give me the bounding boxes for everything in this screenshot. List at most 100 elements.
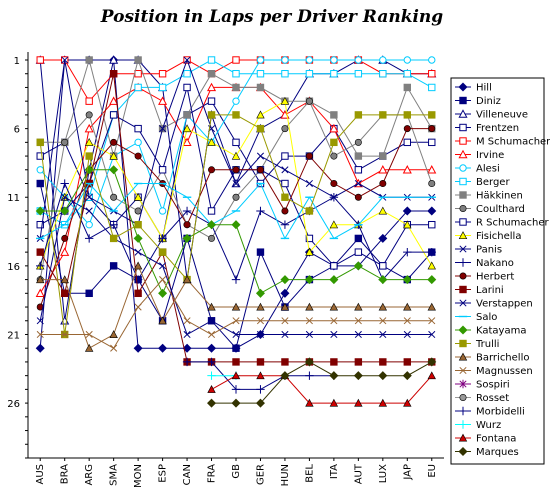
legend-item: Hill bbox=[455, 82, 492, 94]
legend-label: Marques bbox=[476, 447, 519, 458]
data-point bbox=[305, 330, 313, 339]
data-point bbox=[183, 330, 191, 339]
legend-marker bbox=[459, 191, 467, 199]
data-point bbox=[281, 166, 289, 174]
data-point bbox=[354, 138, 362, 146]
data-point bbox=[110, 138, 118, 146]
data-point bbox=[280, 275, 290, 285]
legend-label: Frentzen bbox=[476, 123, 519, 134]
legend-label: Salo bbox=[476, 312, 497, 323]
data-point bbox=[35, 288, 45, 298]
data-point bbox=[84, 165, 94, 175]
data-point bbox=[354, 330, 362, 339]
data-point bbox=[36, 138, 44, 147]
series-trulli bbox=[36, 111, 436, 339]
data-point bbox=[354, 179, 362, 188]
data-point bbox=[134, 248, 142, 256]
data-point bbox=[428, 330, 436, 339]
data-point bbox=[207, 385, 216, 393]
legend-item: Fisichella bbox=[455, 231, 521, 242]
data-point bbox=[354, 166, 363, 174]
data-point bbox=[402, 206, 412, 216]
data-point bbox=[403, 302, 412, 311]
legend-item: R Schumacher bbox=[455, 218, 550, 229]
data-point bbox=[84, 123, 94, 133]
data-point bbox=[256, 302, 265, 311]
legend-item: Magnussen bbox=[455, 366, 533, 377]
data-point bbox=[231, 385, 241, 394]
legend-marker bbox=[459, 205, 467, 213]
legend-marker bbox=[459, 366, 467, 375]
data-point bbox=[305, 152, 313, 160]
data-point bbox=[158, 96, 168, 105]
data-point bbox=[281, 179, 289, 188]
legend-label: Alesi bbox=[476, 164, 500, 175]
series-line bbox=[40, 59, 432, 103]
series-coulthard bbox=[36, 97, 436, 284]
data-point bbox=[182, 275, 192, 284]
data-point bbox=[403, 398, 412, 407]
data-point bbox=[280, 220, 290, 229]
x-tick-label: HUN bbox=[280, 464, 291, 486]
data-point bbox=[329, 371, 339, 381]
data-point bbox=[280, 96, 290, 105]
data-point bbox=[256, 206, 265, 216]
legend-label: Villeneuve bbox=[476, 110, 528, 121]
x-tick-label: SMA bbox=[109, 464, 120, 486]
data-point bbox=[158, 288, 168, 298]
data-point bbox=[280, 288, 290, 298]
data-point bbox=[379, 180, 387, 188]
data-point bbox=[378, 398, 388, 407]
data-point bbox=[428, 125, 436, 133]
data-point bbox=[280, 371, 290, 381]
y-tick-label: 11 bbox=[7, 193, 20, 204]
data-point bbox=[354, 302, 363, 311]
legend-marker bbox=[459, 96, 467, 105]
legend-item: Salo bbox=[455, 312, 497, 323]
data-point bbox=[256, 166, 264, 174]
data-point bbox=[256, 70, 265, 78]
data-point bbox=[36, 261, 45, 271]
data-point bbox=[256, 110, 265, 119]
data-point bbox=[329, 193, 339, 202]
data-point bbox=[232, 56, 240, 64]
x-tick-label: GB bbox=[231, 464, 242, 479]
data-point bbox=[182, 233, 192, 243]
data-point bbox=[378, 165, 388, 174]
y-tick-label: 6 bbox=[14, 125, 20, 136]
data-point bbox=[85, 289, 93, 298]
data-point bbox=[61, 56, 69, 64]
legend-marker bbox=[458, 231, 468, 239]
data-point bbox=[60, 179, 69, 188]
legend-item: Alesi bbox=[455, 164, 500, 175]
data-point bbox=[403, 56, 411, 64]
data-point bbox=[428, 83, 436, 92]
data-point bbox=[182, 137, 192, 147]
data-point bbox=[84, 138, 94, 146]
data-point bbox=[207, 371, 216, 380]
legend-marker bbox=[458, 82, 468, 92]
data-point bbox=[207, 111, 216, 119]
legend-label: Rosset bbox=[476, 393, 509, 404]
data-point bbox=[36, 317, 44, 325]
x-tick-label: AUT bbox=[353, 463, 364, 484]
data-point bbox=[232, 193, 240, 201]
data-point bbox=[354, 358, 363, 366]
data-point bbox=[403, 247, 412, 257]
legend-label: Magnussen bbox=[476, 366, 533, 377]
data-point bbox=[281, 358, 289, 366]
legend-marker bbox=[458, 258, 468, 267]
legend-item: Häkkinen bbox=[455, 191, 523, 202]
data-point bbox=[158, 343, 168, 353]
data-point bbox=[232, 111, 240, 119]
data-point bbox=[379, 358, 387, 366]
data-point bbox=[256, 83, 265, 92]
data-point bbox=[207, 330, 216, 339]
series-berger bbox=[36, 56, 436, 229]
data-point bbox=[281, 70, 289, 78]
legend-label: Berger bbox=[476, 177, 510, 188]
data-point bbox=[378, 371, 388, 381]
data-point bbox=[428, 180, 436, 188]
